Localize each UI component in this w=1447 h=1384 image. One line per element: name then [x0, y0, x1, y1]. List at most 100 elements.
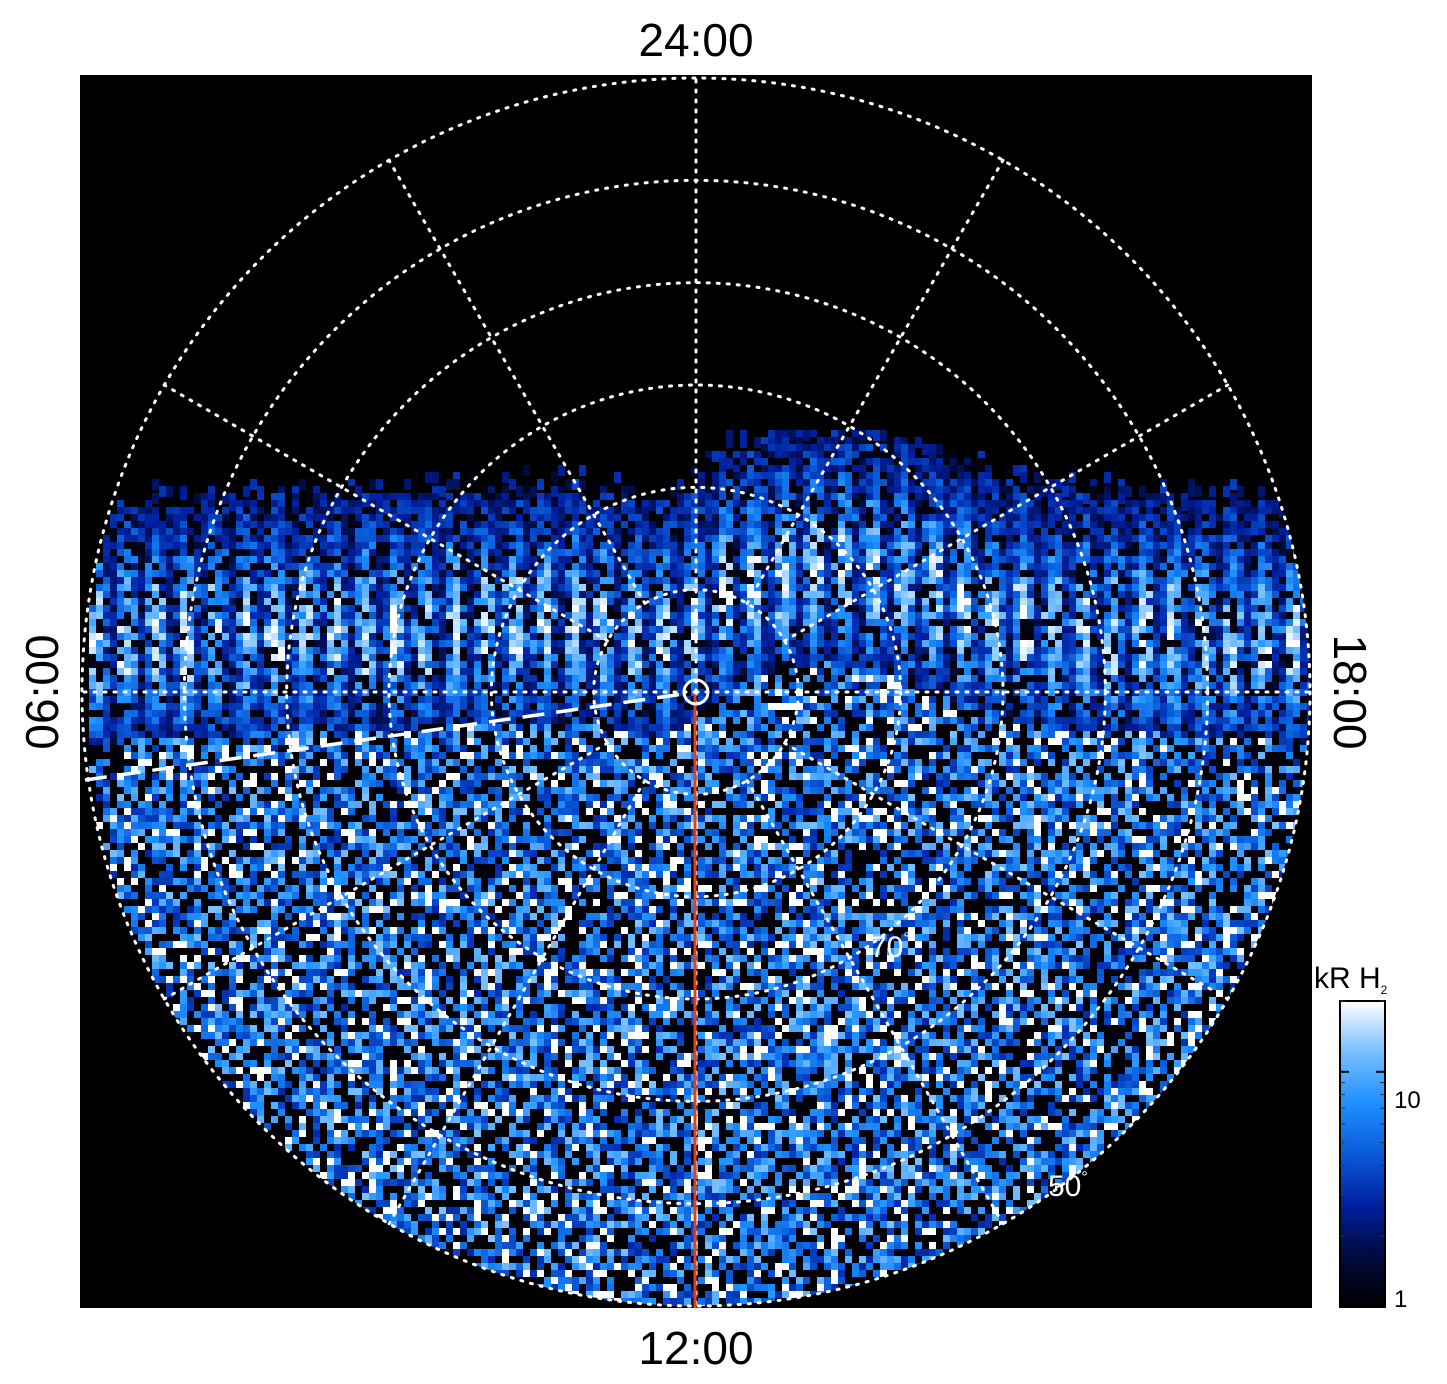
emission-pixel [222, 549, 229, 560]
emission-pixel [810, 479, 817, 490]
emission-pixel [887, 528, 894, 539]
emission-pixel [222, 521, 229, 532]
emission-pixel [866, 528, 873, 539]
emission-pixel [208, 535, 215, 546]
emission-pixel [852, 458, 859, 469]
emission-pixel [285, 507, 292, 518]
emission-pixel [1202, 514, 1209, 525]
emission-pixel [761, 486, 768, 497]
emission-pixel [537, 542, 544, 553]
emission-pixel [936, 542, 943, 553]
emission-pixel [390, 500, 397, 511]
emission-pixel [397, 535, 404, 546]
emission-pixel [1202, 528, 1209, 539]
emission-pixel [593, 535, 600, 546]
emission-pixel [292, 521, 299, 532]
emission-pixel [250, 521, 257, 532]
emission-pixel [796, 479, 803, 490]
emission-pixel [964, 500, 971, 511]
emission-pixel [530, 535, 537, 546]
emission-pixel [733, 500, 740, 511]
emission-pixel [817, 528, 824, 539]
emission-pixel [1272, 535, 1279, 546]
emission-pixel [978, 500, 985, 511]
emission-pixel [579, 507, 586, 518]
emission-pixel [124, 521, 131, 532]
emission-pixel [250, 535, 257, 546]
emission-pixel [894, 437, 901, 448]
emission-pixel [103, 549, 110, 560]
emission-pixel [1076, 542, 1083, 553]
emission-pixel [1230, 493, 1237, 504]
emission-pixel [1006, 500, 1013, 511]
emission-pixel [656, 528, 663, 539]
emission-pixel [719, 514, 726, 525]
emission-pixel [957, 493, 964, 504]
emission-pixel [859, 444, 866, 455]
emission-pixel [859, 458, 866, 469]
emission-pixel [1027, 521, 1034, 532]
emission-pixel [677, 535, 684, 546]
emission-pixel [1027, 507, 1034, 518]
emission-pixel [936, 514, 943, 525]
emission-pixel [509, 535, 516, 546]
emission-pixel [1265, 521, 1272, 532]
emission-pixel [768, 451, 775, 462]
emission-pixel [754, 437, 761, 448]
emission-pixel [852, 521, 859, 532]
emission-pixel [1202, 549, 1209, 560]
emission-pixel [789, 500, 796, 511]
emission-pixel [782, 437, 789, 448]
emission-pixel [1216, 535, 1223, 546]
emission-pixel [537, 514, 544, 525]
emission-pixel [1034, 535, 1041, 546]
emission-pixel [243, 507, 250, 518]
emission-pixel [201, 493, 208, 504]
emission-pixel [292, 535, 299, 546]
emission-pixel [383, 549, 390, 560]
emission-pixel [880, 535, 887, 546]
emission-pixel [278, 528, 285, 539]
emission-pixel [425, 521, 432, 532]
emission-pixel [887, 500, 894, 511]
emission-pixel [103, 542, 110, 553]
emission-pixel [1020, 514, 1027, 525]
emission-pixel [943, 535, 950, 546]
emission-pixel [383, 528, 390, 539]
emission-pixel [502, 521, 509, 532]
emission-pixel [880, 675, 887, 682]
emission-pixel [187, 500, 194, 511]
emission-pixel [285, 528, 292, 539]
emission-pixel [607, 528, 614, 539]
emission-pixel [866, 444, 873, 455]
emission-pixel [894, 479, 901, 490]
emission-pixel [1181, 549, 1188, 560]
emission-pixel [929, 507, 936, 518]
emission-pixel [495, 521, 502, 532]
emission-pixel [1258, 535, 1265, 546]
emission-pixel [1195, 521, 1202, 532]
emission-pixel [201, 514, 208, 525]
emission-pixel [495, 507, 502, 518]
emission-pixel [663, 521, 670, 532]
emission-pixel [222, 507, 229, 518]
emission-pixel [705, 458, 712, 469]
emission-pixel [313, 549, 320, 560]
emission-pixel [250, 479, 257, 490]
emission-pixel [383, 535, 390, 546]
emission-pixel [180, 528, 187, 539]
emission-pixel [152, 535, 159, 546]
emission-pixel [166, 521, 173, 532]
emission-pixel [761, 472, 768, 483]
emission-pixel [950, 549, 957, 560]
emission-pixel [1125, 521, 1132, 532]
emission-pixel [761, 451, 768, 462]
emission-pixel [572, 549, 579, 560]
emission-pixel [929, 472, 936, 483]
emission-pixel [726, 521, 733, 532]
emission-pixel [495, 514, 502, 525]
emission-pixel [264, 535, 271, 546]
emission-pixel [915, 535, 922, 546]
emission-pixel [1090, 500, 1097, 511]
emission-pixel [845, 675, 852, 682]
